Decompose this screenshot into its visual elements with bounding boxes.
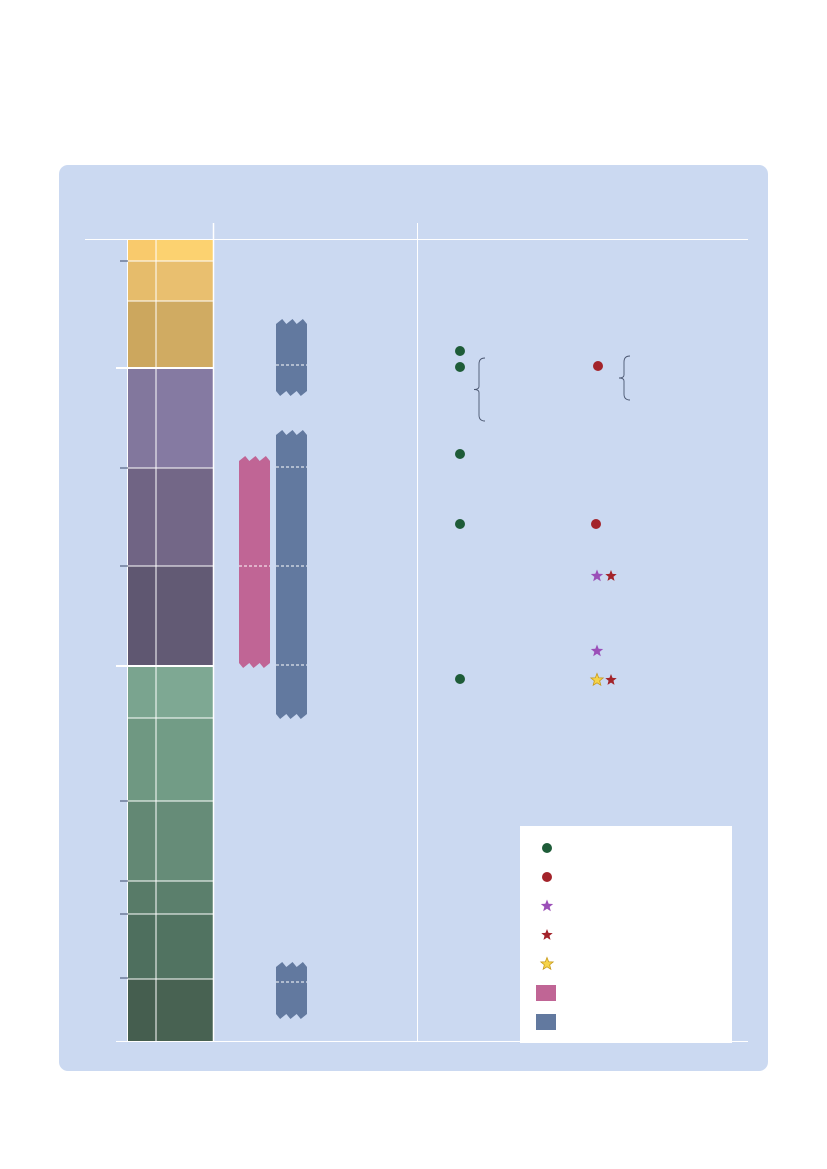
- column-cell-narrow-6: [128, 566, 156, 666]
- column-cell-wide-12: [156, 979, 213, 1042]
- legend-symbol-pink-range: [536, 985, 556, 1001]
- legend-item-yellow-star: [520, 954, 732, 974]
- green-dot-5: [455, 674, 465, 684]
- column-cell-narrow-5: [128, 468, 156, 566]
- column-cell-wide-6: [156, 566, 213, 666]
- occurrence-markers: [455, 346, 617, 687]
- blue-range-1: [276, 319, 307, 396]
- column-cell-wide-11: [156, 914, 213, 979]
- red-star-1: [605, 570, 617, 581]
- legend-symbol-purple-star: [540, 899, 554, 912]
- green-dot-4: [455, 519, 465, 529]
- green-dot-1: [455, 346, 465, 356]
- legend-item-red-star: [520, 925, 732, 945]
- column-cell-wide-7: [156, 666, 213, 718]
- column-cell-narrow-10: [128, 881, 156, 914]
- purple-star-2: [590, 644, 604, 657]
- green-dot-2: [455, 362, 465, 372]
- legend-item-green-dot: [520, 838, 732, 858]
- legend-symbol-blue-range: [536, 1014, 556, 1030]
- column-cell-narrow-4: [128, 368, 156, 468]
- blue-range-3: [276, 962, 307, 1019]
- legend-marker: [539, 956, 555, 971]
- legend-box: [520, 826, 732, 1043]
- column-cell-narrow-2: [128, 261, 156, 301]
- legend-item-blue-range: [520, 1012, 732, 1032]
- red-star-2: [605, 674, 617, 685]
- legend-symbol-green-dot: [542, 843, 552, 853]
- legend-swatch-rect: [536, 985, 556, 1001]
- grouping-braces: [473, 355, 631, 422]
- blue-range-2: [276, 430, 307, 719]
- legend-item-pink-range: [520, 983, 732, 1003]
- column-cell-wide-8: [156, 718, 213, 801]
- stratigraphic-column: [128, 240, 213, 1042]
- column-cell-wide-10: [156, 881, 213, 914]
- brace-right: [618, 355, 631, 401]
- column-cell-wide-2: [156, 261, 213, 301]
- column-cell-narrow-12: [128, 979, 156, 1042]
- purple-star-1: [590, 569, 604, 582]
- brace-left: [473, 357, 486, 422]
- column-cell-narrow-3: [128, 301, 156, 368]
- legend-symbol-yellow-star: [539, 956, 555, 971]
- legend-item-purple-star: [520, 896, 732, 916]
- column-cell-wide-9: [156, 801, 213, 881]
- legend-symbol-red-star: [541, 929, 553, 940]
- green-dot-3: [455, 449, 465, 459]
- legend-swatch-rect: [536, 1014, 556, 1030]
- column-cell-narrow-7: [128, 666, 156, 718]
- column-cell-wide-3: [156, 301, 213, 368]
- column-cell-narrow-9: [128, 801, 156, 881]
- column-cell-narrow-11: [128, 914, 156, 979]
- red-dot-1: [593, 361, 603, 371]
- column-cell-narrow-8: [128, 718, 156, 801]
- legend-item-red-dot: [520, 867, 732, 887]
- red-dot-2: [591, 519, 601, 529]
- column-cell-wide-1: [156, 240, 213, 261]
- diagram-grid: [85, 223, 748, 1042]
- legend-marker: [542, 872, 552, 882]
- legend-marker: [540, 899, 554, 912]
- yellow-star-1: [589, 672, 605, 687]
- range-bars: [239, 319, 307, 1019]
- column-cell-narrow-1: [128, 240, 156, 261]
- column-cell-wide-4: [156, 368, 213, 468]
- legend-symbol-red-dot: [542, 872, 552, 882]
- column-cell-wide-5: [156, 468, 213, 566]
- legend-marker: [542, 843, 552, 853]
- legend-marker: [541, 929, 553, 940]
- pink-range-1: [239, 456, 270, 668]
